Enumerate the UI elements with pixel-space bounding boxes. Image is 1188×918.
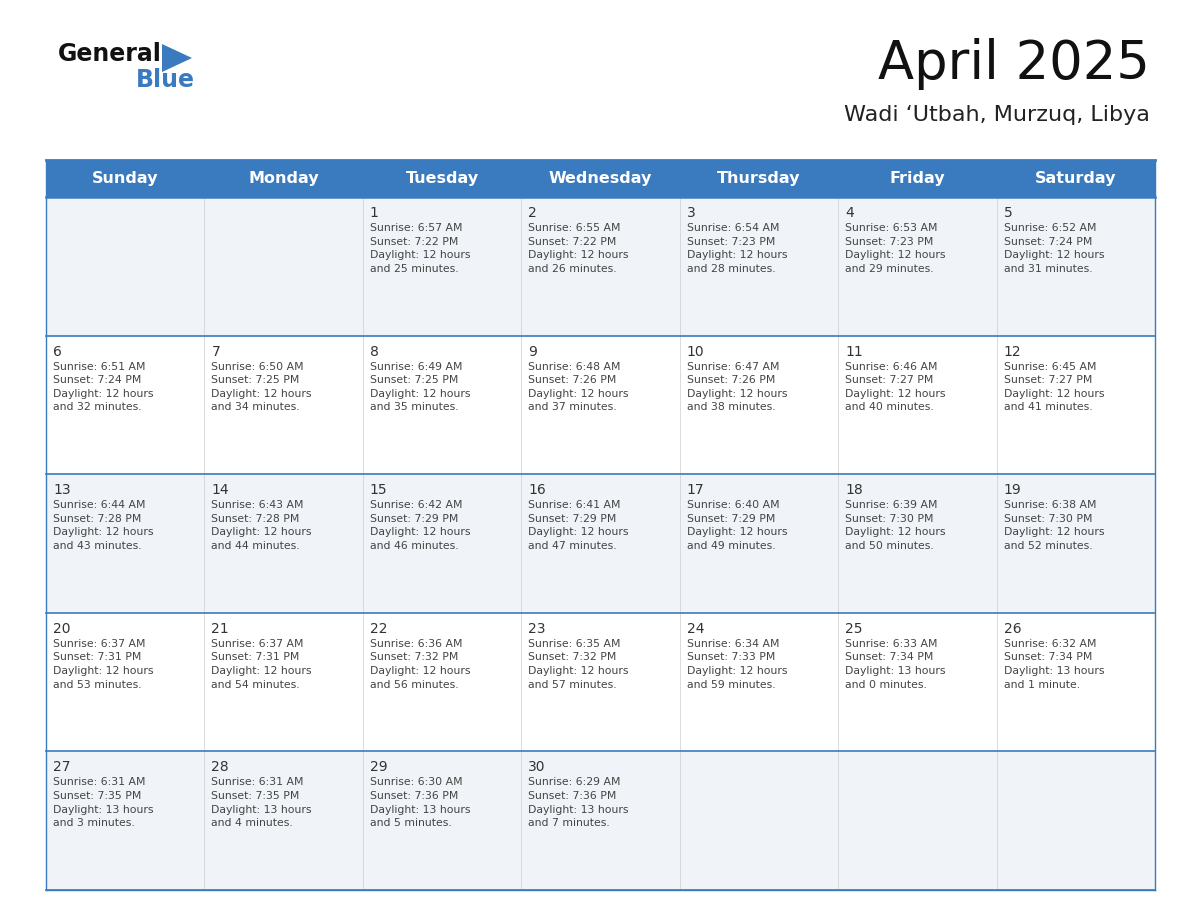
- Text: April 2025: April 2025: [878, 38, 1150, 90]
- Text: 15: 15: [369, 483, 387, 498]
- Text: Sunrise: 6:33 AM
Sunset: 7:34 PM
Daylight: 13 hours
and 0 minutes.: Sunrise: 6:33 AM Sunset: 7:34 PM Dayligh…: [845, 639, 946, 689]
- Text: 13: 13: [53, 483, 70, 498]
- Text: Sunrise: 6:47 AM
Sunset: 7:26 PM
Daylight: 12 hours
and 38 minutes.: Sunrise: 6:47 AM Sunset: 7:26 PM Dayligh…: [687, 362, 788, 412]
- Text: Sunrise: 6:49 AM
Sunset: 7:25 PM
Daylight: 12 hours
and 35 minutes.: Sunrise: 6:49 AM Sunset: 7:25 PM Dayligh…: [369, 362, 470, 412]
- Text: Sunrise: 6:54 AM
Sunset: 7:23 PM
Daylight: 12 hours
and 28 minutes.: Sunrise: 6:54 AM Sunset: 7:23 PM Dayligh…: [687, 223, 788, 274]
- Bar: [46, 197, 1155, 336]
- Text: 23: 23: [529, 621, 545, 636]
- Text: Wadi ‘Utbah, Murzuq, Libya: Wadi ‘Utbah, Murzuq, Libya: [845, 105, 1150, 125]
- Text: 8: 8: [369, 344, 379, 359]
- Text: Blue: Blue: [135, 68, 195, 92]
- Text: 29: 29: [369, 760, 387, 775]
- Text: Sunrise: 6:53 AM
Sunset: 7:23 PM
Daylight: 12 hours
and 29 minutes.: Sunrise: 6:53 AM Sunset: 7:23 PM Dayligh…: [845, 223, 946, 274]
- Text: 26: 26: [1004, 621, 1022, 636]
- Bar: [46, 613, 1155, 752]
- Text: Sunrise: 6:29 AM
Sunset: 7:36 PM
Daylight: 13 hours
and 7 minutes.: Sunrise: 6:29 AM Sunset: 7:36 PM Dayligh…: [529, 778, 628, 828]
- Text: Sunrise: 6:43 AM
Sunset: 7:28 PM
Daylight: 12 hours
and 44 minutes.: Sunrise: 6:43 AM Sunset: 7:28 PM Dayligh…: [211, 500, 312, 551]
- Text: Monday: Monday: [248, 171, 318, 186]
- Bar: [46, 160, 1155, 197]
- Text: Sunrise: 6:45 AM
Sunset: 7:27 PM
Daylight: 12 hours
and 41 minutes.: Sunrise: 6:45 AM Sunset: 7:27 PM Dayligh…: [1004, 362, 1104, 412]
- Text: 20: 20: [53, 621, 70, 636]
- Text: Sunrise: 6:42 AM
Sunset: 7:29 PM
Daylight: 12 hours
and 46 minutes.: Sunrise: 6:42 AM Sunset: 7:29 PM Dayligh…: [369, 500, 470, 551]
- Text: Saturday: Saturday: [1035, 171, 1117, 186]
- Text: 16: 16: [529, 483, 546, 498]
- Text: 14: 14: [211, 483, 229, 498]
- Text: Sunrise: 6:31 AM
Sunset: 7:35 PM
Daylight: 13 hours
and 3 minutes.: Sunrise: 6:31 AM Sunset: 7:35 PM Dayligh…: [53, 778, 153, 828]
- Text: Sunrise: 6:48 AM
Sunset: 7:26 PM
Daylight: 12 hours
and 37 minutes.: Sunrise: 6:48 AM Sunset: 7:26 PM Dayligh…: [529, 362, 628, 412]
- Polygon shape: [162, 44, 192, 72]
- Text: 1: 1: [369, 206, 379, 220]
- Text: 10: 10: [687, 344, 704, 359]
- Text: 28: 28: [211, 760, 229, 775]
- Text: Sunrise: 6:35 AM
Sunset: 7:32 PM
Daylight: 12 hours
and 57 minutes.: Sunrise: 6:35 AM Sunset: 7:32 PM Dayligh…: [529, 639, 628, 689]
- Text: Sunrise: 6:37 AM
Sunset: 7:31 PM
Daylight: 12 hours
and 53 minutes.: Sunrise: 6:37 AM Sunset: 7:31 PM Dayligh…: [53, 639, 153, 689]
- Text: Sunrise: 6:40 AM
Sunset: 7:29 PM
Daylight: 12 hours
and 49 minutes.: Sunrise: 6:40 AM Sunset: 7:29 PM Dayligh…: [687, 500, 788, 551]
- Text: Tuesday: Tuesday: [405, 171, 479, 186]
- Text: 2: 2: [529, 206, 537, 220]
- Text: Wednesday: Wednesday: [549, 171, 652, 186]
- Text: Sunrise: 6:34 AM
Sunset: 7:33 PM
Daylight: 12 hours
and 59 minutes.: Sunrise: 6:34 AM Sunset: 7:33 PM Dayligh…: [687, 639, 788, 689]
- Text: Sunrise: 6:38 AM
Sunset: 7:30 PM
Daylight: 12 hours
and 52 minutes.: Sunrise: 6:38 AM Sunset: 7:30 PM Dayligh…: [1004, 500, 1104, 551]
- Text: Thursday: Thursday: [718, 171, 801, 186]
- Text: 7: 7: [211, 344, 220, 359]
- Text: Sunrise: 6:32 AM
Sunset: 7:34 PM
Daylight: 13 hours
and 1 minute.: Sunrise: 6:32 AM Sunset: 7:34 PM Dayligh…: [1004, 639, 1104, 689]
- Text: Sunrise: 6:30 AM
Sunset: 7:36 PM
Daylight: 13 hours
and 5 minutes.: Sunrise: 6:30 AM Sunset: 7:36 PM Dayligh…: [369, 778, 470, 828]
- Text: Sunrise: 6:36 AM
Sunset: 7:32 PM
Daylight: 12 hours
and 56 minutes.: Sunrise: 6:36 AM Sunset: 7:32 PM Dayligh…: [369, 639, 470, 689]
- Text: 19: 19: [1004, 483, 1022, 498]
- Text: Sunday: Sunday: [91, 171, 158, 186]
- Text: Sunrise: 6:52 AM
Sunset: 7:24 PM
Daylight: 12 hours
and 31 minutes.: Sunrise: 6:52 AM Sunset: 7:24 PM Dayligh…: [1004, 223, 1104, 274]
- Text: 22: 22: [369, 621, 387, 636]
- Bar: [46, 475, 1155, 613]
- Text: Sunrise: 6:37 AM
Sunset: 7:31 PM
Daylight: 12 hours
and 54 minutes.: Sunrise: 6:37 AM Sunset: 7:31 PM Dayligh…: [211, 639, 312, 689]
- Text: 5: 5: [1004, 206, 1012, 220]
- Text: 3: 3: [687, 206, 695, 220]
- Text: Sunrise: 6:57 AM
Sunset: 7:22 PM
Daylight: 12 hours
and 25 minutes.: Sunrise: 6:57 AM Sunset: 7:22 PM Dayligh…: [369, 223, 470, 274]
- Text: 17: 17: [687, 483, 704, 498]
- Text: Sunrise: 6:46 AM
Sunset: 7:27 PM
Daylight: 12 hours
and 40 minutes.: Sunrise: 6:46 AM Sunset: 7:27 PM Dayligh…: [845, 362, 946, 412]
- Text: Friday: Friday: [890, 171, 946, 186]
- Text: 6: 6: [53, 344, 62, 359]
- Bar: [46, 752, 1155, 890]
- Text: 9: 9: [529, 344, 537, 359]
- Text: 11: 11: [845, 344, 862, 359]
- Text: 27: 27: [53, 760, 70, 775]
- Text: General: General: [58, 42, 162, 66]
- Text: 30: 30: [529, 760, 545, 775]
- Text: Sunrise: 6:41 AM
Sunset: 7:29 PM
Daylight: 12 hours
and 47 minutes.: Sunrise: 6:41 AM Sunset: 7:29 PM Dayligh…: [529, 500, 628, 551]
- Text: 4: 4: [845, 206, 854, 220]
- Text: 21: 21: [211, 621, 229, 636]
- Text: Sunrise: 6:55 AM
Sunset: 7:22 PM
Daylight: 12 hours
and 26 minutes.: Sunrise: 6:55 AM Sunset: 7:22 PM Dayligh…: [529, 223, 628, 274]
- Text: 18: 18: [845, 483, 862, 498]
- Text: Sunrise: 6:39 AM
Sunset: 7:30 PM
Daylight: 12 hours
and 50 minutes.: Sunrise: 6:39 AM Sunset: 7:30 PM Dayligh…: [845, 500, 946, 551]
- Text: 24: 24: [687, 621, 704, 636]
- Text: Sunrise: 6:51 AM
Sunset: 7:24 PM
Daylight: 12 hours
and 32 minutes.: Sunrise: 6:51 AM Sunset: 7:24 PM Dayligh…: [53, 362, 153, 412]
- Bar: [46, 336, 1155, 475]
- Text: 25: 25: [845, 621, 862, 636]
- Text: Sunrise: 6:31 AM
Sunset: 7:35 PM
Daylight: 13 hours
and 4 minutes.: Sunrise: 6:31 AM Sunset: 7:35 PM Dayligh…: [211, 778, 312, 828]
- Text: 12: 12: [1004, 344, 1022, 359]
- Text: Sunrise: 6:50 AM
Sunset: 7:25 PM
Daylight: 12 hours
and 34 minutes.: Sunrise: 6:50 AM Sunset: 7:25 PM Dayligh…: [211, 362, 312, 412]
- Text: Sunrise: 6:44 AM
Sunset: 7:28 PM
Daylight: 12 hours
and 43 minutes.: Sunrise: 6:44 AM Sunset: 7:28 PM Dayligh…: [53, 500, 153, 551]
